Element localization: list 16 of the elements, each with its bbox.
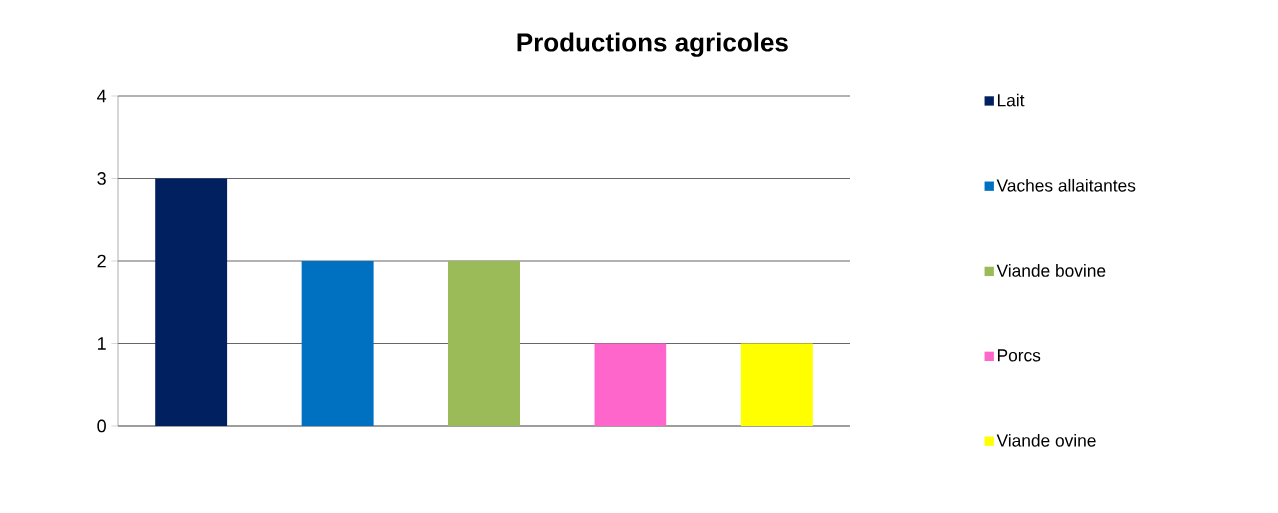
chart-title: Productions agricoles: [517, 32, 788, 57]
bar: [448, 260, 521, 426]
y-tick-label: 3: [97, 172, 106, 185]
legend-label: Lait: [997, 93, 1025, 107]
bar: [740, 343, 813, 426]
bar: [155, 178, 228, 426]
legend-label: Vaches allaitantes: [996, 178, 1136, 192]
y-tick-label: 0: [97, 419, 106, 433]
y-tick-label: 4: [97, 89, 107, 103]
legend-label: Viande bovine: [996, 264, 1106, 277]
bar: [594, 343, 667, 426]
y-tick-label: 1: [98, 337, 106, 350]
legend-label: Porcs: [997, 349, 1041, 362]
bar: [301, 260, 374, 426]
legend-label: Viande ovine: [996, 433, 1096, 447]
y-tick-label: 2: [97, 254, 106, 268]
